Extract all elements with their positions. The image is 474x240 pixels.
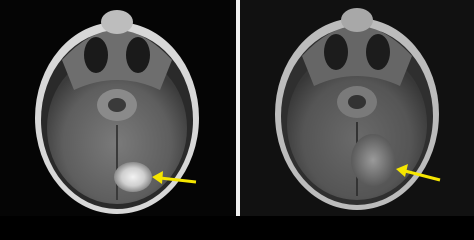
fourth-ventricle — [348, 95, 366, 109]
lesion — [351, 134, 395, 186]
sinus-right — [126, 37, 150, 73]
panel-divider — [236, 0, 240, 216]
arrow-head — [152, 171, 163, 184]
page-body — [0, 0, 474, 216]
arrow-shaft — [404, 169, 441, 182]
sinus-left — [84, 37, 108, 73]
arrow-shaft — [159, 176, 197, 184]
right-scan — [240, 0, 474, 216]
nose — [101, 10, 133, 34]
fourth-ventricle — [108, 98, 126, 112]
mri-figure — [0, 0, 474, 216]
left-scan — [0, 0, 236, 216]
sinus-left — [324, 34, 348, 70]
page: {} html, body { margin: 0; padding: 0; b… — [0, 0, 474, 216]
lesion — [114, 162, 152, 192]
nose — [341, 8, 373, 32]
sinus-right — [366, 34, 390, 70]
arrow-head — [396, 164, 408, 177]
